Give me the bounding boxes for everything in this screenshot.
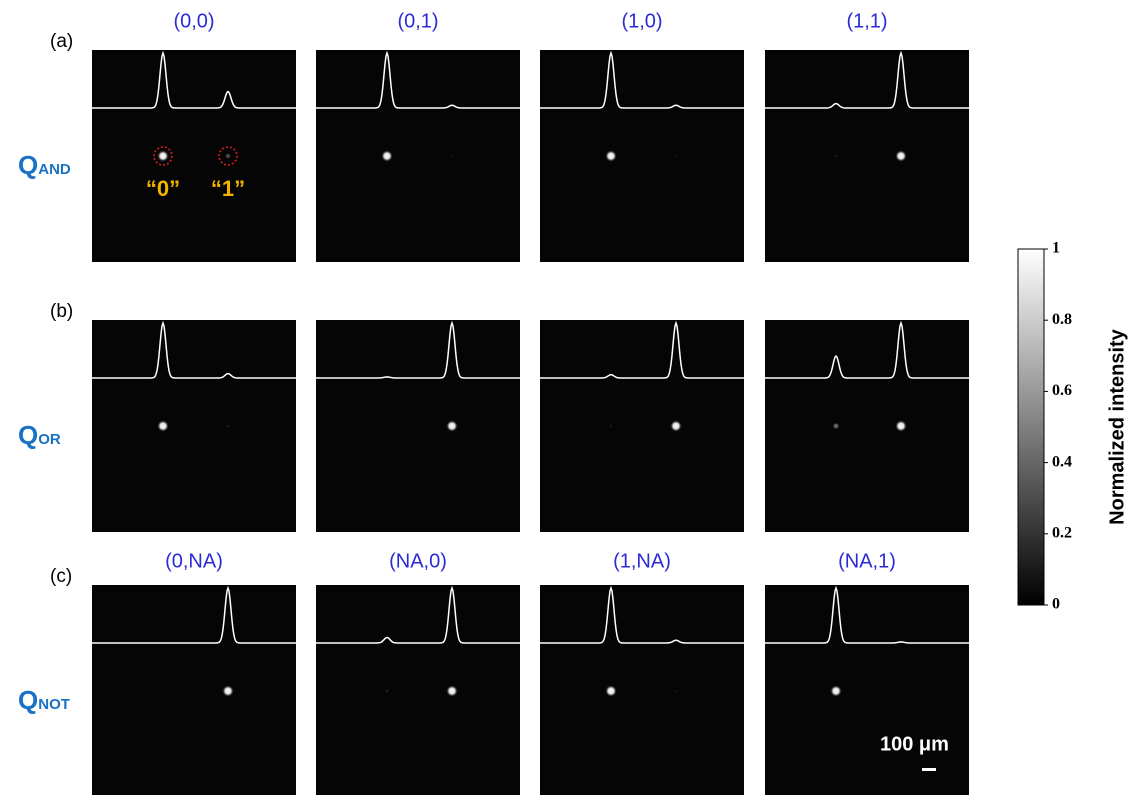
panel bbox=[765, 50, 969, 262]
panel bbox=[92, 50, 296, 262]
row-tag: (b) bbox=[50, 301, 73, 322]
spot bbox=[833, 153, 839, 159]
scale-bar-label: 100 μm bbox=[880, 733, 949, 755]
column-header: (1,NA) bbox=[613, 550, 671, 572]
row-label: QAND bbox=[18, 150, 71, 180]
spot bbox=[224, 152, 232, 160]
panel bbox=[765, 320, 969, 532]
spot bbox=[449, 153, 455, 159]
colorbar-tick-label: 0.2 bbox=[1052, 524, 1072, 541]
row-label: QNOT bbox=[18, 685, 70, 715]
row-tag: (c) bbox=[50, 566, 72, 587]
row-tag: (a) bbox=[50, 31, 73, 52]
intensity-profile bbox=[92, 50, 296, 109]
panel bbox=[540, 585, 744, 797]
spot bbox=[384, 688, 390, 694]
colorbar-tick-label: 1 bbox=[1052, 240, 1060, 257]
intensity-profile bbox=[316, 585, 520, 644]
intensity-profile bbox=[316, 50, 520, 109]
spot bbox=[673, 153, 679, 159]
q-sub: OR bbox=[38, 431, 61, 448]
panel bbox=[765, 585, 969, 797]
intensity-profile bbox=[316, 320, 520, 379]
spot bbox=[830, 685, 842, 697]
spot bbox=[381, 150, 393, 162]
intensity-profile bbox=[765, 50, 969, 109]
spot bbox=[832, 422, 840, 430]
intensity-profile bbox=[540, 320, 744, 379]
column-header: (1,1) bbox=[846, 10, 887, 32]
intensity-profile bbox=[92, 585, 296, 644]
spot bbox=[222, 685, 234, 697]
panel bbox=[316, 320, 520, 532]
colorbar-tick-label: 0 bbox=[1052, 596, 1060, 613]
column-header: (0,0) bbox=[173, 10, 214, 32]
column-header: (NA,1) bbox=[838, 550, 896, 572]
intensity-profile bbox=[92, 320, 296, 379]
colorbar-tick-label: 0.4 bbox=[1052, 453, 1072, 470]
q-main: Q bbox=[18, 150, 38, 180]
panel bbox=[540, 320, 744, 532]
panel bbox=[540, 50, 744, 262]
q-sub: NOT bbox=[38, 696, 70, 713]
row-label: QOR bbox=[18, 420, 61, 450]
marker-circle bbox=[153, 146, 173, 166]
marker-circle bbox=[218, 146, 238, 166]
spot bbox=[605, 150, 617, 162]
column-header: (1,0) bbox=[621, 10, 662, 32]
panel bbox=[92, 320, 296, 532]
annotation: “1” bbox=[211, 176, 245, 201]
colorbar-label: Normalized intensity bbox=[1106, 328, 1128, 524]
spot bbox=[608, 423, 614, 429]
q-sub: AND bbox=[38, 161, 71, 178]
column-header: (0,NA) bbox=[165, 550, 223, 572]
spot bbox=[157, 420, 169, 432]
spot bbox=[225, 423, 231, 429]
q-main: Q bbox=[18, 685, 38, 715]
intensity-profile bbox=[765, 320, 969, 379]
spot bbox=[673, 688, 679, 694]
spot bbox=[446, 685, 458, 697]
spot bbox=[157, 150, 169, 162]
intensity-profile bbox=[540, 585, 744, 644]
q-main: Q bbox=[18, 420, 38, 450]
intensity-profile bbox=[765, 585, 969, 644]
spot bbox=[385, 424, 389, 428]
panel bbox=[92, 585, 296, 797]
panel bbox=[316, 50, 520, 262]
spot bbox=[899, 689, 903, 693]
colorbar-tick-label: 0.8 bbox=[1052, 311, 1072, 328]
panel bbox=[316, 585, 520, 797]
spot bbox=[670, 420, 682, 432]
scale-bar bbox=[922, 768, 936, 771]
colorbar-tick-label: 0.6 bbox=[1052, 382, 1072, 399]
annotation: “0” bbox=[146, 176, 180, 201]
column-header: (NA,0) bbox=[389, 550, 447, 572]
spot bbox=[446, 420, 458, 432]
spot bbox=[895, 150, 907, 162]
spot bbox=[605, 685, 617, 697]
colorbar bbox=[1017, 248, 1045, 606]
intensity-profile bbox=[540, 50, 744, 109]
column-header: (0,1) bbox=[397, 10, 438, 32]
spot bbox=[895, 420, 907, 432]
